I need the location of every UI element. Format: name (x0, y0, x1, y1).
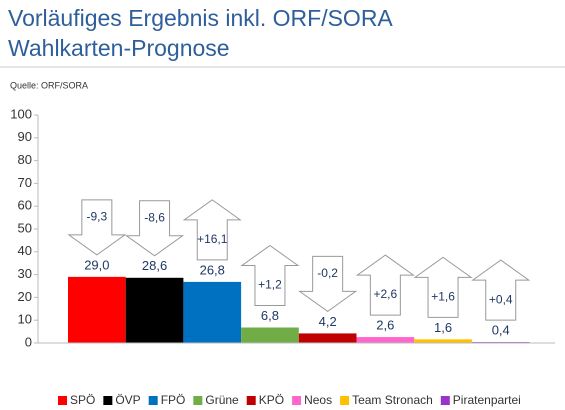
source: Quelle: ORF/SORA (10, 80, 88, 90)
change-arrow (355, 254, 415, 316)
value-label: 28,6 (142, 258, 167, 273)
y-tick-label: 70 (18, 175, 32, 190)
change-label: +1,6 (431, 290, 455, 304)
change-arrow (298, 255, 358, 313)
y-tick-label: 60 (18, 198, 32, 213)
change-arrow (67, 199, 127, 256)
y-tick-label: 100 (10, 106, 32, 121)
y-tick-label: 30 (18, 266, 32, 281)
bar (241, 327, 299, 343)
value-label: 1,6 (434, 320, 452, 335)
legend-label: Piratenpartei (453, 393, 521, 407)
chart-title: Wahlkarten-Prognose (8, 35, 230, 61)
change-label: +0,4 (489, 292, 513, 306)
value-label: 4,2 (319, 314, 337, 329)
change-label: -9,3 (87, 210, 108, 224)
legend-label: ÖVP (115, 393, 140, 407)
legend-label: Team Stronach (352, 393, 433, 407)
y-tick-label: 50 (18, 220, 32, 235)
value-label: 2,6 (376, 318, 394, 333)
bar (125, 277, 184, 343)
change-arrow (240, 244, 300, 306)
y-tick-label: 10 (18, 312, 32, 327)
y-tick-label: 0 (25, 334, 32, 349)
legend-swatch (246, 396, 256, 405)
legend-swatch (193, 396, 203, 405)
legend-swatch (440, 396, 450, 405)
bar (183, 281, 242, 343)
value-label: 26,8 (200, 262, 225, 277)
value-label: 6,8 (261, 308, 279, 323)
change-label: +1,2 (258, 278, 282, 292)
legend-label: Neos (304, 393, 332, 407)
y-tick-label: 80 (18, 152, 32, 167)
legend-label: FPÖ (161, 393, 186, 407)
legend-swatch (58, 396, 67, 405)
legend-label: Grüne (205, 393, 239, 407)
chart-title: Vorläufiges Ergebnis inkl. ORF/SORA (8, 5, 393, 31)
legend-label: KPÖ (259, 393, 284, 407)
legend-swatch (148, 396, 158, 405)
change-arrow (413, 256, 473, 318)
change-label: -0,2 (317, 266, 338, 280)
bar (298, 333, 357, 343)
value-label: 29,0 (84, 257, 109, 272)
change-arrow (182, 199, 242, 261)
change-label: -8,6 (144, 210, 165, 224)
legend-swatch (103, 396, 113, 405)
y-tick-label: 40 (18, 243, 32, 258)
bar (68, 276, 126, 343)
change-arrow (124, 200, 185, 257)
bar (356, 337, 415, 343)
legend-label: SPÖ (70, 393, 95, 407)
legend-swatch (340, 396, 350, 405)
bar (414, 339, 472, 343)
change-label: +2,6 (373, 287, 397, 301)
change-arrow (471, 259, 531, 321)
change-label: +16,1 (197, 232, 228, 246)
y-tick-label: 90 (18, 129, 32, 144)
y-tick-label: 20 (18, 289, 32, 304)
legend-swatch (292, 396, 302, 405)
value-label: 0,4 (492, 323, 510, 338)
